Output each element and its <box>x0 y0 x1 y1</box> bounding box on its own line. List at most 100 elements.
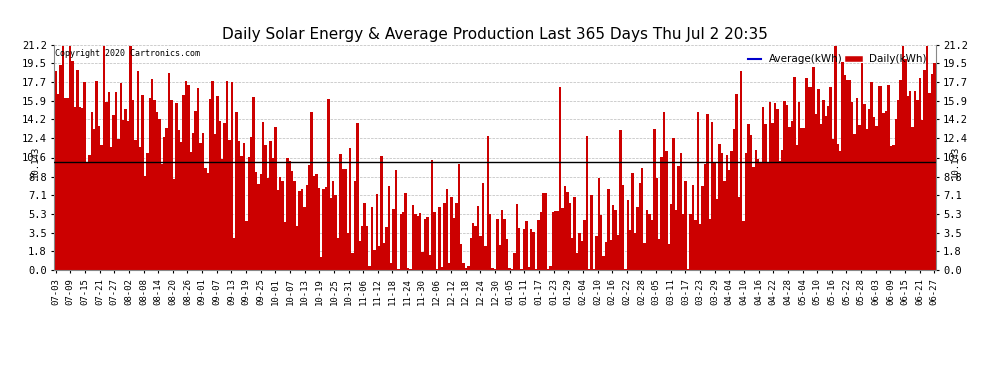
Bar <box>284 222 286 270</box>
Bar <box>653 129 655 270</box>
Bar <box>254 172 257 270</box>
Bar <box>803 128 805 270</box>
Bar <box>320 257 323 270</box>
Bar <box>81 108 83 270</box>
Bar <box>134 140 137 270</box>
Bar <box>298 191 301 270</box>
Bar <box>318 188 320 270</box>
Bar <box>860 63 863 270</box>
Bar <box>306 185 308 270</box>
Bar <box>160 164 163 270</box>
Bar <box>573 198 576 270</box>
Bar <box>194 111 197 270</box>
Bar <box>544 194 546 270</box>
Bar <box>566 192 568 270</box>
Bar <box>378 246 380 270</box>
Bar <box>190 152 192 270</box>
Bar <box>521 269 523 270</box>
Bar <box>728 171 731 270</box>
Bar <box>153 100 155 270</box>
Bar <box>885 111 887 270</box>
Bar <box>639 183 642 270</box>
Bar <box>115 92 117 270</box>
Bar <box>400 213 402 270</box>
Bar <box>759 162 761 270</box>
Bar <box>556 211 559 270</box>
Bar <box>832 139 835 270</box>
Bar <box>899 80 902 270</box>
Bar <box>890 146 892 270</box>
Bar <box>342 169 345 270</box>
Bar <box>530 229 533 270</box>
Bar <box>325 186 328 270</box>
Text: 10.143: 10.143 <box>950 146 959 178</box>
Bar <box>796 145 798 270</box>
Bar <box>719 144 721 270</box>
Bar <box>61 46 64 270</box>
Bar <box>356 123 358 270</box>
Bar <box>496 219 499 270</box>
Bar <box>243 143 246 270</box>
Bar <box>525 221 528 270</box>
Bar <box>427 217 429 270</box>
Bar <box>667 244 670 270</box>
Bar <box>559 87 561 270</box>
Text: Copyright 2020 Cartronics.com: Copyright 2020 Cartronics.com <box>55 50 200 58</box>
Bar <box>919 78 921 270</box>
Bar <box>151 78 153 270</box>
Bar <box>740 71 742 270</box>
Bar <box>637 207 639 270</box>
Bar <box>264 146 267 270</box>
Bar <box>793 77 796 270</box>
Bar <box>460 244 462 270</box>
Bar <box>286 158 289 270</box>
Bar <box>912 127 914 270</box>
Bar <box>752 167 754 270</box>
Bar <box>340 153 342 270</box>
Bar <box>467 266 469 270</box>
Bar <box>523 229 525 270</box>
Bar <box>747 124 749 270</box>
Bar <box>155 112 158 270</box>
Bar <box>701 186 704 270</box>
Bar <box>694 220 697 270</box>
Bar <box>465 268 467 270</box>
Bar <box>723 181 726 270</box>
Bar <box>267 178 269 270</box>
Text: 10.143: 10.143 <box>31 146 40 178</box>
Bar <box>477 206 479 270</box>
Bar <box>66 98 69 270</box>
Bar <box>177 130 180 270</box>
Bar <box>583 220 585 270</box>
Bar <box>615 210 617 270</box>
Bar <box>904 59 907 270</box>
Bar <box>56 94 59 270</box>
Bar <box>450 198 452 270</box>
Bar <box>257 184 259 270</box>
Bar <box>902 46 904 270</box>
Bar <box>822 100 825 270</box>
Bar <box>776 108 779 270</box>
Bar <box>175 103 177 270</box>
Bar <box>771 123 774 270</box>
Bar <box>387 186 390 270</box>
Bar <box>590 195 593 270</box>
Bar <box>482 183 484 270</box>
Bar <box>233 238 236 270</box>
Bar <box>91 112 93 270</box>
Bar <box>293 182 296 270</box>
Bar <box>105 102 108 270</box>
Bar <box>337 238 340 270</box>
Bar <box>788 127 791 270</box>
Bar <box>873 117 875 270</box>
Bar <box>697 112 699 270</box>
Bar <box>76 70 78 270</box>
Bar <box>375 194 378 270</box>
Title: Daily Solar Energy & Average Production Last 365 Days Thu Jul 2 20:35: Daily Solar Energy & Average Production … <box>222 27 768 42</box>
Bar <box>926 46 929 270</box>
Bar <box>436 269 439 270</box>
Bar <box>474 226 477 270</box>
Bar <box>219 121 221 270</box>
Bar <box>395 170 397 270</box>
Bar <box>98 126 100 270</box>
